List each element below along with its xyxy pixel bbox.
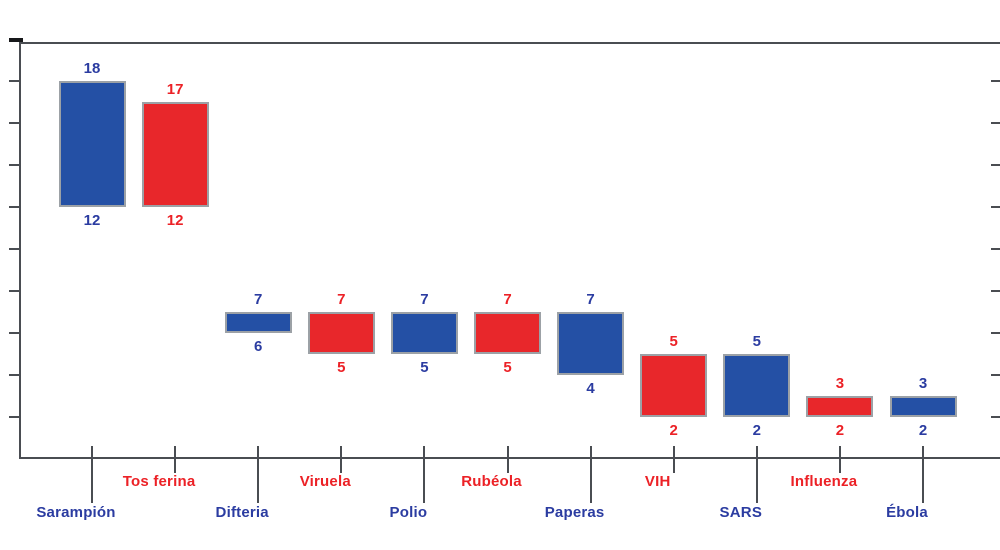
x-axis-tick-polio — [423, 446, 426, 503]
bar-min-label-influenza: 2 — [835, 422, 845, 439]
category-label-vih: VIH — [644, 473, 671, 490]
category-label-ebola: Ébola — [886, 504, 928, 521]
bar-sars — [723, 354, 791, 417]
bar-max-label-viruela: 7 — [337, 291, 346, 308]
bar-max-label-polio: 7 — [420, 291, 429, 308]
bar-sarampion — [58, 81, 126, 207]
y-axis-tick-left — [9, 122, 20, 124]
y-axis-tick-right — [991, 248, 1000, 250]
bar-min-label-sarampion: 12 — [83, 212, 101, 229]
bar-max-label-ebola: 3 — [918, 375, 928, 392]
x-axis-tick-paperas — [589, 446, 592, 503]
bar-vih — [640, 354, 708, 417]
x-axis-tick-ebola — [922, 446, 924, 503]
y-axis-tick-right — [991, 164, 1000, 166]
x-axis-tick-vih — [672, 446, 675, 473]
y-axis-tick-left — [9, 374, 20, 376]
bar-max-label-influenza: 3 — [835, 375, 845, 392]
bar-influenza — [806, 396, 874, 417]
bar-tos-ferina — [141, 102, 209, 207]
y-axis-top-cap — [9, 38, 23, 42]
category-label-sarampion: Sarampión — [36, 504, 116, 521]
bar-rubeola — [474, 312, 541, 354]
y-axis-left — [19, 42, 21, 459]
plot-top-border — [19, 42, 1000, 44]
category-label-influenza: Influenza — [790, 473, 858, 490]
bar-min-label-difteria: 6 — [254, 338, 263, 355]
y-axis-tick-right — [991, 374, 1000, 376]
x-axis-tick-tos-ferina — [174, 446, 177, 473]
bar-max-label-vih: 5 — [669, 333, 678, 350]
x-axis-tick-sarampion — [91, 446, 93, 503]
category-label-viruela: Viruela — [299, 473, 351, 490]
y-axis-tick-left — [9, 248, 20, 250]
y-axis-tick-right — [991, 122, 1000, 124]
bar-min-label-rubeola: 5 — [503, 359, 512, 376]
bar-paperas — [557, 312, 625, 375]
bar-min-label-ebola: 2 — [918, 422, 928, 439]
bar-max-label-difteria: 7 — [254, 291, 263, 308]
y-axis-tick-right — [991, 332, 1000, 334]
x-axis-tick-influenza — [838, 446, 841, 473]
category-label-sars: SARS — [719, 504, 763, 521]
bar-viruela — [307, 312, 375, 354]
bar-max-label-sars: 5 — [752, 333, 761, 350]
y-axis-tick-left — [9, 416, 20, 418]
category-label-rubeola: Rubéola — [461, 473, 522, 490]
y-axis-tick-left — [9, 164, 20, 166]
bar-max-label-paperas: 7 — [586, 291, 595, 308]
x-axis-tick-difteria — [257, 446, 260, 503]
bar-min-label-polio: 5 — [420, 359, 429, 376]
category-label-tos-ferina: Tos ferina — [122, 473, 196, 490]
bar-polio — [390, 312, 458, 354]
x-axis-tick-sars — [755, 446, 758, 503]
bar-min-label-viruela: 5 — [337, 359, 346, 376]
y-axis-tick-left — [9, 80, 20, 82]
category-label-polio: Polio — [389, 504, 428, 521]
bar-min-label-tos-ferina: 12 — [166, 212, 184, 229]
category-label-paperas: Paperas — [544, 504, 605, 521]
y-axis-tick-right — [991, 290, 1000, 292]
y-axis-tick-left — [9, 332, 20, 334]
bar-ebola — [889, 396, 957, 417]
bar-max-label-sarampion: 18 — [83, 60, 101, 77]
y-axis-tick-left — [9, 290, 20, 292]
x-axis-tick-viruela — [340, 446, 343, 473]
bar-min-label-vih: 2 — [669, 422, 678, 439]
y-axis-tick-left — [9, 206, 20, 208]
bar-max-label-rubeola: 7 — [503, 291, 512, 308]
x-axis — [19, 457, 1000, 459]
y-axis-tick-right — [991, 80, 1000, 82]
bar-difteria — [224, 312, 292, 333]
y-axis-tick-right — [991, 206, 1000, 208]
bar-min-label-sars: 2 — [752, 422, 761, 439]
x-axis-tick-rubeola — [506, 446, 509, 473]
category-label-difteria: Difteria — [215, 504, 269, 521]
bar-max-label-tos-ferina: 17 — [166, 81, 184, 98]
bar-min-label-paperas: 4 — [586, 380, 595, 397]
y-axis-tick-right — [991, 416, 1000, 418]
